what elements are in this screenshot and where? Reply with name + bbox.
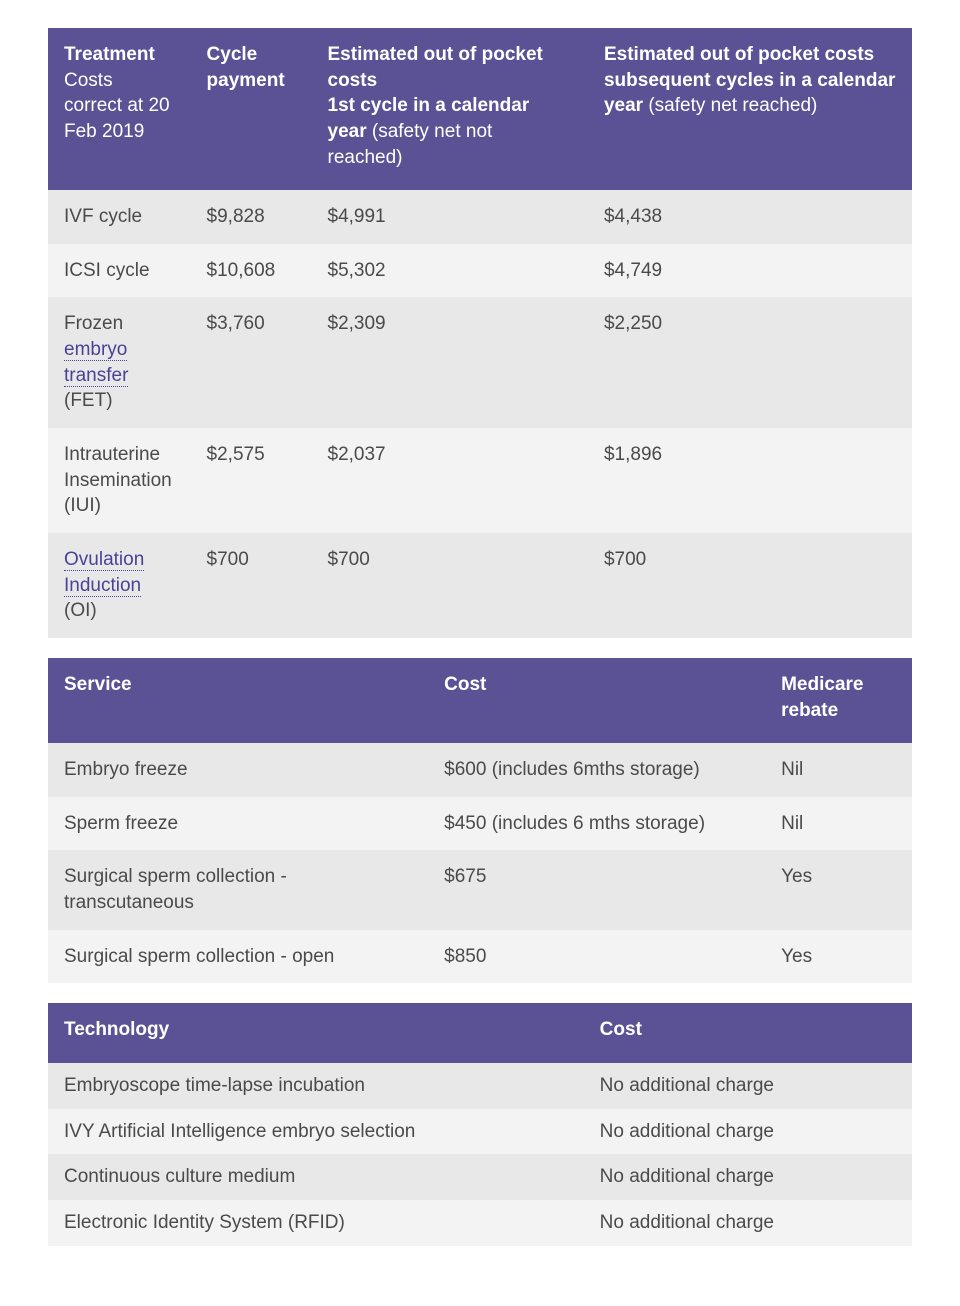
treatment-name-pre: Frozen xyxy=(64,313,123,334)
col-technology: Technology xyxy=(48,1003,584,1063)
first-cycle-cell: $2,037 xyxy=(312,428,588,533)
medicare-rebate-cell: Nil xyxy=(765,797,912,851)
subsequent-cycle-cell: $1,896 xyxy=(588,428,912,533)
col-first-title: Estimated out of pocket costs xyxy=(328,44,543,91)
treatment-name-pre: ICSI cycle xyxy=(64,260,150,281)
technology-cost-cell: No additional charge xyxy=(584,1109,912,1155)
table-row: Embryoscope time-lapse incubationNo addi… xyxy=(48,1063,912,1109)
col-cycle-payment: Cycle payment xyxy=(191,28,312,190)
service-name-cell: Sperm freeze xyxy=(48,797,428,851)
service-rows: Embryo freeze$600 (includes 6mths storag… xyxy=(48,743,912,983)
table-row: Surgical sperm collection - open$850Yes xyxy=(48,930,912,984)
col-first-cycle: Estimated out of pocket costs 1st cycle … xyxy=(312,28,588,190)
col-subsequent-cycle: Estimated out of pocket costs subsequent… xyxy=(588,28,912,190)
subsequent-cycle-cell: $700 xyxy=(588,533,912,638)
col-cost: Cost xyxy=(428,658,765,743)
col-service: Service xyxy=(48,658,428,743)
table-row: Sperm freeze$450 (includes 6 mths storag… xyxy=(48,797,912,851)
cycle-payment-cell: $10,608 xyxy=(191,244,312,298)
col-subseq-title: Estimated out of pocket costs xyxy=(604,44,874,65)
first-cycle-cell: $4,991 xyxy=(312,190,588,244)
treatment-name-pre: Intrauterine Insemination (IUI) xyxy=(64,444,172,516)
technology-name-cell: Embryoscope time-lapse incubation xyxy=(48,1063,584,1109)
table-row: Ovulation Induction (OI)$700$700$700 xyxy=(48,533,912,638)
medicare-rebate-cell: Nil xyxy=(765,743,912,797)
technology-costs-table: Technology Cost Embryoscope time-lapse i… xyxy=(48,1003,912,1245)
technology-name-cell: Electronic Identity System (RFID) xyxy=(48,1200,584,1246)
technology-cost-cell: No additional charge xyxy=(584,1063,912,1109)
first-cycle-cell: $5,302 xyxy=(312,244,588,298)
col-tech-cost: Cost xyxy=(584,1003,912,1063)
treatment-name-post: (OI) xyxy=(64,600,97,621)
col-subseq-sub-plain: (safety net reached) xyxy=(643,95,817,116)
technology-cost-cell: No additional charge xyxy=(584,1200,912,1246)
table-row: Continuous culture mediumNo additional c… xyxy=(48,1154,912,1200)
table-row: Intrauterine Insemination (IUI) $2,575$2,… xyxy=(48,428,912,533)
treatment-rows: IVF cycle $9,828$4,991$4,438 ICSI cycle $10… xyxy=(48,190,912,638)
table-row: Frozen embryo transfer (FET)$3,760$2,309… xyxy=(48,297,912,428)
technology-name-cell: Continuous culture medium xyxy=(48,1154,584,1200)
subsequent-cycle-cell: $4,438 xyxy=(588,190,912,244)
table-row: Embryo freeze$600 (includes 6mths storag… xyxy=(48,743,912,797)
table-row: Surgical sperm collection - transcutaneo… xyxy=(48,850,912,929)
col-medicare-rebate: Medicare rebate xyxy=(765,658,912,743)
cycle-payment-cell: $9,828 xyxy=(191,190,312,244)
treatment-link[interactable]: embryo transfer xyxy=(64,339,128,387)
service-cost-cell: $450 (includes 6 mths storage) xyxy=(428,797,765,851)
treatment-name-cell: ICSI cycle xyxy=(48,244,191,298)
col-treatment: Treatment Costs correct at 20 Feb 2019 xyxy=(48,28,191,190)
treatment-name-cell: Frozen embryo transfer (FET) xyxy=(48,297,191,428)
cycle-payment-cell: $700 xyxy=(191,533,312,638)
service-cost-cell: $600 (includes 6mths storage) xyxy=(428,743,765,797)
service-cost-cell: $850 xyxy=(428,930,765,984)
table-row: ICSI cycle $10,608$5,302$4,749 xyxy=(48,244,912,298)
service-name-cell: Surgical sperm collection - open xyxy=(48,930,428,984)
treatment-link[interactable]: Ovulation Induction xyxy=(64,549,144,597)
col-cycle-title: Cycle payment xyxy=(207,44,285,91)
table-row: Electronic Identity System (RFID)No addi… xyxy=(48,1200,912,1246)
cycle-payment-cell: $2,575 xyxy=(191,428,312,533)
cycle-payment-cell: $3,760 xyxy=(191,297,312,428)
treatment-name-cell: IVF cycle xyxy=(48,190,191,244)
service-costs-table: Service Cost Medicare rebate Embryo free… xyxy=(48,658,912,983)
treatment-name-post: (FET) xyxy=(64,390,113,411)
subsequent-cycle-cell: $4,749 xyxy=(588,244,912,298)
first-cycle-cell: $700 xyxy=(312,533,588,638)
first-cycle-cell: $2,309 xyxy=(312,297,588,428)
medicare-rebate-cell: Yes xyxy=(765,850,912,929)
col-treatment-title: Treatment xyxy=(64,44,155,65)
table-row: IVF cycle $9,828$4,991$4,438 xyxy=(48,190,912,244)
technology-cost-cell: No additional charge xyxy=(584,1154,912,1200)
service-name-cell: Embryo freeze xyxy=(48,743,428,797)
medicare-rebate-cell: Yes xyxy=(765,930,912,984)
treatment-costs-table: Treatment Costs correct at 20 Feb 2019 C… xyxy=(48,28,912,638)
technology-name-cell: IVY Artificial Intelligence embryo selec… xyxy=(48,1109,584,1155)
treatment-name-cell: Ovulation Induction (OI) xyxy=(48,533,191,638)
service-cost-cell: $675 xyxy=(428,850,765,929)
treatment-name-pre: IVF cycle xyxy=(64,206,142,227)
col-treatment-sub: Costs correct at 20 Feb 2019 xyxy=(64,70,170,142)
table-row: IVY Artificial Intelligence embryo selec… xyxy=(48,1109,912,1155)
technology-rows: Embryoscope time-lapse incubationNo addi… xyxy=(48,1063,912,1246)
treatment-name-cell: Intrauterine Insemination (IUI) xyxy=(48,428,191,533)
service-name-cell: Surgical sperm collection - transcutaneo… xyxy=(48,850,428,929)
subsequent-cycle-cell: $2,250 xyxy=(588,297,912,428)
